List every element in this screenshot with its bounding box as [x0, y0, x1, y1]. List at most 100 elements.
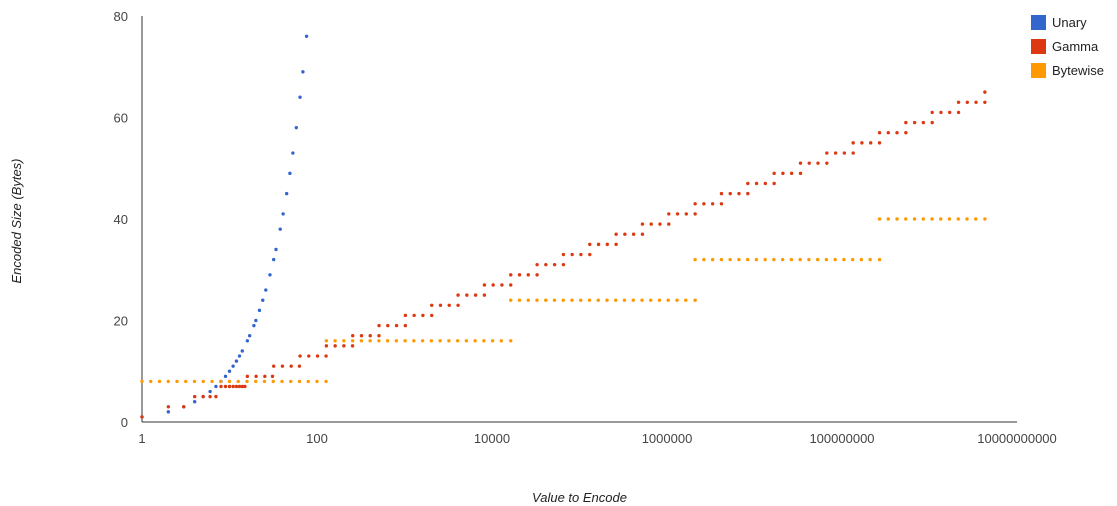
gamma-point: [438, 303, 443, 307]
bytewise-point: [385, 339, 390, 343]
gamma-point: [324, 354, 328, 358]
unary-point: [294, 125, 298, 130]
gamma-point: [675, 212, 680, 216]
gamma-point: [166, 405, 171, 409]
unary-series: [140, 34, 309, 419]
gamma-point: [394, 323, 399, 328]
gamma-point: [570, 252, 574, 257]
gamma-point: [939, 110, 943, 115]
legend-swatch-unary: [1031, 15, 1046, 30]
unary-point: [214, 384, 218, 389]
gamma-point: [456, 303, 460, 307]
bytewise-point: [429, 339, 434, 343]
bytewise-point: [368, 339, 372, 343]
bytewise-point: [895, 217, 899, 221]
gamma-point: [465, 293, 469, 297]
bytewise-point: [526, 298, 530, 302]
unary-point: [301, 70, 305, 74]
bytewise-point: [254, 379, 258, 384]
gamma-point: [930, 120, 934, 125]
gamma-point: [965, 100, 969, 104]
gamma-point: [333, 344, 337, 348]
legend-label-gamma: Gamma: [1052, 39, 1099, 54]
y-axis-title: Encoded Size (Bytes): [9, 158, 24, 283]
gamma-point: [214, 394, 218, 399]
bytewise-point: [535, 298, 539, 302]
unary-point: [254, 318, 258, 323]
bytewise-point: [842, 257, 846, 262]
gamma-point: [921, 120, 926, 125]
bytewise-point: [394, 339, 399, 343]
bytewise-point: [657, 298, 662, 302]
bytewise-point: [509, 298, 513, 302]
gamma-point: [272, 364, 276, 368]
unary-point: [247, 334, 252, 338]
gamma-point: [667, 212, 671, 216]
bytewise-point: [280, 379, 284, 384]
bytewise-series: [140, 217, 987, 384]
gamma-point: [298, 354, 302, 358]
bytewise-point: [342, 339, 346, 343]
unary-point: [252, 323, 256, 328]
unary-point: [245, 339, 250, 343]
gamma-point: [579, 252, 583, 257]
gamma-point: [297, 364, 302, 368]
bytewise-point: [157, 379, 162, 384]
gamma-point: [974, 100, 978, 104]
gamma-point: [552, 262, 557, 267]
gamma-point: [219, 384, 223, 389]
gamma-point: [500, 283, 504, 287]
gamma-point: [192, 394, 197, 399]
y-tick-label: 0: [121, 415, 128, 430]
gamma-point: [482, 283, 487, 287]
y-tick-labels: 0 20 40 60 80: [114, 9, 128, 430]
bytewise-point: [675, 298, 679, 302]
bytewise-point: [579, 298, 583, 302]
bytewise-point: [859, 257, 864, 262]
unary-point: [278, 227, 282, 231]
x-tick-label: 100000000: [809, 431, 874, 446]
gamma-point: [851, 151, 855, 155]
x-tick-label: 1000000: [642, 431, 693, 446]
bytewise-point: [219, 379, 223, 384]
bytewise-point: [192, 379, 197, 384]
bytewise-point: [912, 217, 917, 221]
gamma-point: [517, 273, 522, 277]
gamma-point: [234, 384, 239, 389]
bytewise-point: [807, 257, 811, 262]
bytewise-point: [350, 339, 355, 343]
bytewise-point: [587, 298, 592, 302]
gamma-point: [710, 202, 715, 206]
unary-point: [274, 247, 278, 252]
gamma-point: [491, 283, 495, 287]
gamma-point: [421, 313, 425, 318]
gamma-point: [201, 394, 205, 399]
gamma-point: [350, 344, 355, 348]
gamma-point: [623, 232, 627, 236]
bytewise-point: [464, 339, 469, 343]
gamma-point: [289, 364, 293, 368]
gamma-point: [719, 202, 724, 206]
legend: Unary Gamma Bytewise: [1031, 15, 1104, 78]
bytewise-point: [324, 339, 329, 343]
unary-point: [281, 212, 285, 216]
bytewise-point: [324, 379, 328, 384]
y-tick-label: 20: [114, 314, 128, 329]
bytewise-point: [789, 257, 794, 262]
gamma-point: [307, 354, 311, 358]
bytewise-point: [175, 379, 179, 384]
bytewise-point: [473, 339, 477, 343]
gamma-point: [877, 131, 882, 135]
bytewise-point: [245, 379, 249, 384]
y-tick-label: 60: [114, 111, 128, 126]
bytewise-point: [184, 379, 188, 384]
bytewise-point: [552, 298, 557, 302]
gamma-point: [640, 222, 645, 226]
gamma-point: [737, 191, 741, 196]
x-tick-labels: 1 100 10000 1000000 100000000 10000000000: [138, 431, 1056, 446]
bytewise-point: [596, 298, 600, 302]
gamma-point: [702, 202, 706, 206]
bytewise-point: [438, 339, 442, 343]
gamma-point: [956, 110, 961, 115]
